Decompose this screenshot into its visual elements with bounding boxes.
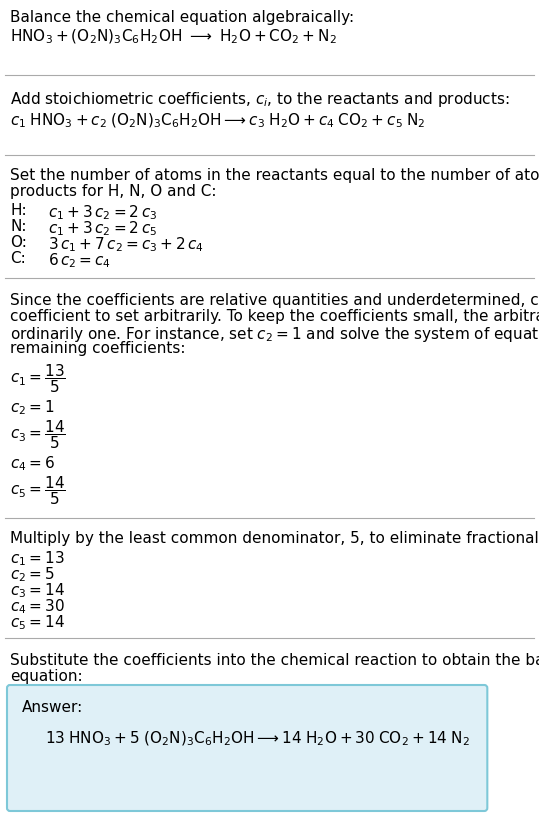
FancyBboxPatch shape: [7, 685, 487, 811]
Text: Answer:: Answer:: [22, 700, 83, 715]
Text: remaining coefficients:: remaining coefficients:: [10, 341, 185, 356]
Text: $c_3 = 14$: $c_3 = 14$: [10, 581, 65, 600]
Text: $c_1 = 13$: $c_1 = 13$: [10, 549, 65, 568]
Text: H:: H:: [10, 203, 26, 218]
Text: equation:: equation:: [10, 669, 82, 684]
Text: N:: N:: [10, 219, 26, 234]
Text: Multiply by the least common denominator, 5, to eliminate fractional coefficient: Multiply by the least common denominator…: [10, 531, 539, 546]
Text: $c_4 = 30$: $c_4 = 30$: [10, 597, 65, 616]
Text: products for H, N, O and C:: products for H, N, O and C:: [10, 184, 217, 199]
Text: $c_2 = 5$: $c_2 = 5$: [10, 565, 54, 583]
Text: coefficient to set arbitrarily. To keep the coefficients small, the arbitrary va: coefficient to set arbitrarily. To keep …: [10, 309, 539, 324]
Text: $c_5 = \dfrac{14}{5}$: $c_5 = \dfrac{14}{5}$: [10, 474, 66, 507]
Text: $13 \; \mathrm{HNO_3}+5 \; \mathrm{(O_2N)_3C_6H_2OH} \longrightarrow 14 \; \math: $13 \; \mathrm{HNO_3}+5 \; \mathrm{(O_2N…: [45, 730, 470, 749]
Text: C:: C:: [10, 251, 26, 266]
Text: $c_1 + 3\,c_2 = 2\,c_3$: $c_1 + 3\,c_2 = 2\,c_3$: [48, 203, 157, 222]
Text: $\mathrm{HNO_3 +(O_2N)_3C_6H_2OH \ \longrightarrow \ H_2O+CO_2+N_2}$: $\mathrm{HNO_3 +(O_2N)_3C_6H_2OH \ \long…: [10, 28, 337, 46]
Text: $c_1 \; \mathrm{HNO_3}+c_2 \; \mathrm{(O_2N)_3C_6H_2OH} \longrightarrow c_3 \; \: $c_1 \; \mathrm{HNO_3}+c_2 \; \mathrm{(O…: [10, 112, 426, 130]
Text: $c_1 + 3\,c_2 = 2\,c_5$: $c_1 + 3\,c_2 = 2\,c_5$: [48, 219, 157, 237]
Text: $3\,c_1 + 7\,c_2 = c_3 + 2\,c_4$: $3\,c_1 + 7\,c_2 = c_3 + 2\,c_4$: [48, 235, 204, 254]
Text: $6\,c_2 = c_4$: $6\,c_2 = c_4$: [48, 251, 111, 270]
Text: Set the number of atoms in the reactants equal to the number of atoms in the: Set the number of atoms in the reactants…: [10, 168, 539, 183]
Text: Add stoichiometric coefficients, $c_i$, to the reactants and products:: Add stoichiometric coefficients, $c_i$, …: [10, 90, 509, 109]
Text: O:: O:: [10, 235, 27, 250]
Text: Balance the chemical equation algebraically:: Balance the chemical equation algebraica…: [10, 10, 354, 25]
Text: ordinarily one. For instance, set $c_2 = 1$ and solve the system of equations fo: ordinarily one. For instance, set $c_2 =…: [10, 325, 539, 344]
Text: $c_1 = \dfrac{13}{5}$: $c_1 = \dfrac{13}{5}$: [10, 362, 66, 395]
Text: $c_3 = \dfrac{14}{5}$: $c_3 = \dfrac{14}{5}$: [10, 418, 66, 451]
Text: Substitute the coefficients into the chemical reaction to obtain the balanced: Substitute the coefficients into the che…: [10, 653, 539, 668]
Text: $c_4 = 6$: $c_4 = 6$: [10, 454, 55, 473]
Text: $c_5 = 14$: $c_5 = 14$: [10, 613, 65, 632]
Text: $c_2 = 1$: $c_2 = 1$: [10, 398, 54, 417]
Text: Since the coefficients are relative quantities and underdetermined, choose a: Since the coefficients are relative quan…: [10, 293, 539, 308]
